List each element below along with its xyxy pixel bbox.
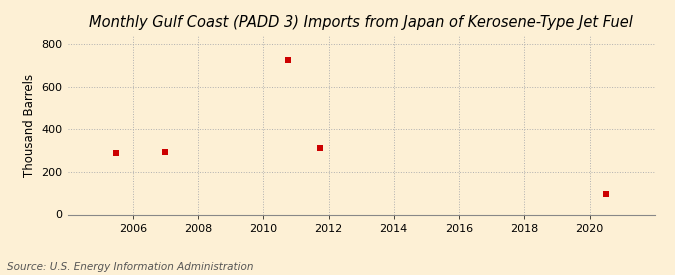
Text: Source: U.S. Energy Information Administration: Source: U.S. Energy Information Administ… [7,262,253,272]
Title: Monthly Gulf Coast (PADD 3) Imports from Japan of Kerosene-Type Jet Fuel: Monthly Gulf Coast (PADD 3) Imports from… [89,15,633,31]
Point [315,146,326,150]
Y-axis label: Thousand Barrels: Thousand Barrels [23,73,36,177]
Point [160,150,171,154]
Point [282,58,293,63]
Point [601,192,612,196]
Point [111,150,122,155]
